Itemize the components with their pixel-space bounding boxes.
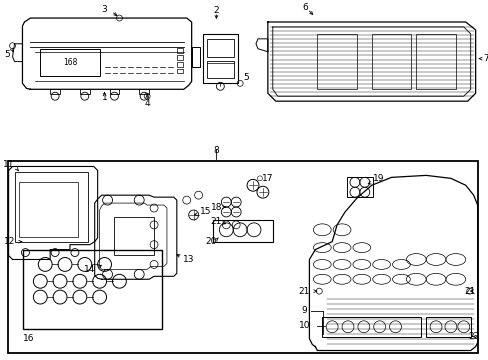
Text: 8: 8 (213, 146, 219, 155)
Text: 3: 3 (102, 5, 107, 14)
Text: 21: 21 (298, 287, 309, 296)
Bar (15, 172, 87, 242)
Text: 19: 19 (372, 174, 384, 183)
Bar (191, 47, 199, 67)
Bar (80, 89, 90, 94)
Bar (177, 62, 183, 67)
Text: 14: 14 (84, 265, 95, 274)
Text: 13: 13 (183, 255, 194, 264)
Text: 10: 10 (298, 321, 309, 330)
Text: 16: 16 (22, 334, 34, 343)
Text: 168: 168 (62, 58, 77, 67)
Text: 12: 12 (4, 237, 15, 246)
Text: 7: 7 (483, 54, 488, 63)
Text: 15: 15 (200, 207, 211, 216)
Bar (50, 89, 60, 94)
Bar (23, 249, 162, 329)
Text: 22: 22 (468, 332, 479, 341)
Bar (177, 48, 183, 53)
Bar (40, 49, 100, 76)
Bar (415, 34, 455, 89)
Bar (206, 60, 234, 78)
Text: 21: 21 (210, 217, 222, 226)
Bar (114, 217, 154, 255)
Text: 6: 6 (302, 3, 308, 12)
Bar (213, 220, 272, 242)
Text: 5: 5 (5, 50, 10, 59)
Text: 20: 20 (205, 237, 217, 246)
Bar (8, 161, 477, 354)
Bar (322, 317, 420, 337)
Bar (371, 34, 410, 89)
Bar (177, 55, 183, 60)
Text: 11: 11 (3, 160, 14, 169)
Bar (139, 89, 149, 94)
Bar (206, 39, 234, 57)
Text: 5: 5 (243, 73, 248, 82)
Bar (346, 177, 372, 197)
Text: 21: 21 (463, 287, 475, 296)
Bar (109, 89, 119, 94)
Bar (177, 68, 183, 73)
Bar (426, 317, 470, 337)
Text: 9: 9 (301, 306, 307, 315)
Text: 18: 18 (210, 203, 222, 212)
Bar (317, 34, 356, 89)
Text: 17: 17 (262, 174, 273, 183)
Bar (202, 34, 238, 84)
Bar (19, 182, 78, 237)
Text: 1: 1 (102, 93, 107, 102)
Text: 2: 2 (213, 6, 219, 15)
Text: 4: 4 (144, 99, 150, 108)
